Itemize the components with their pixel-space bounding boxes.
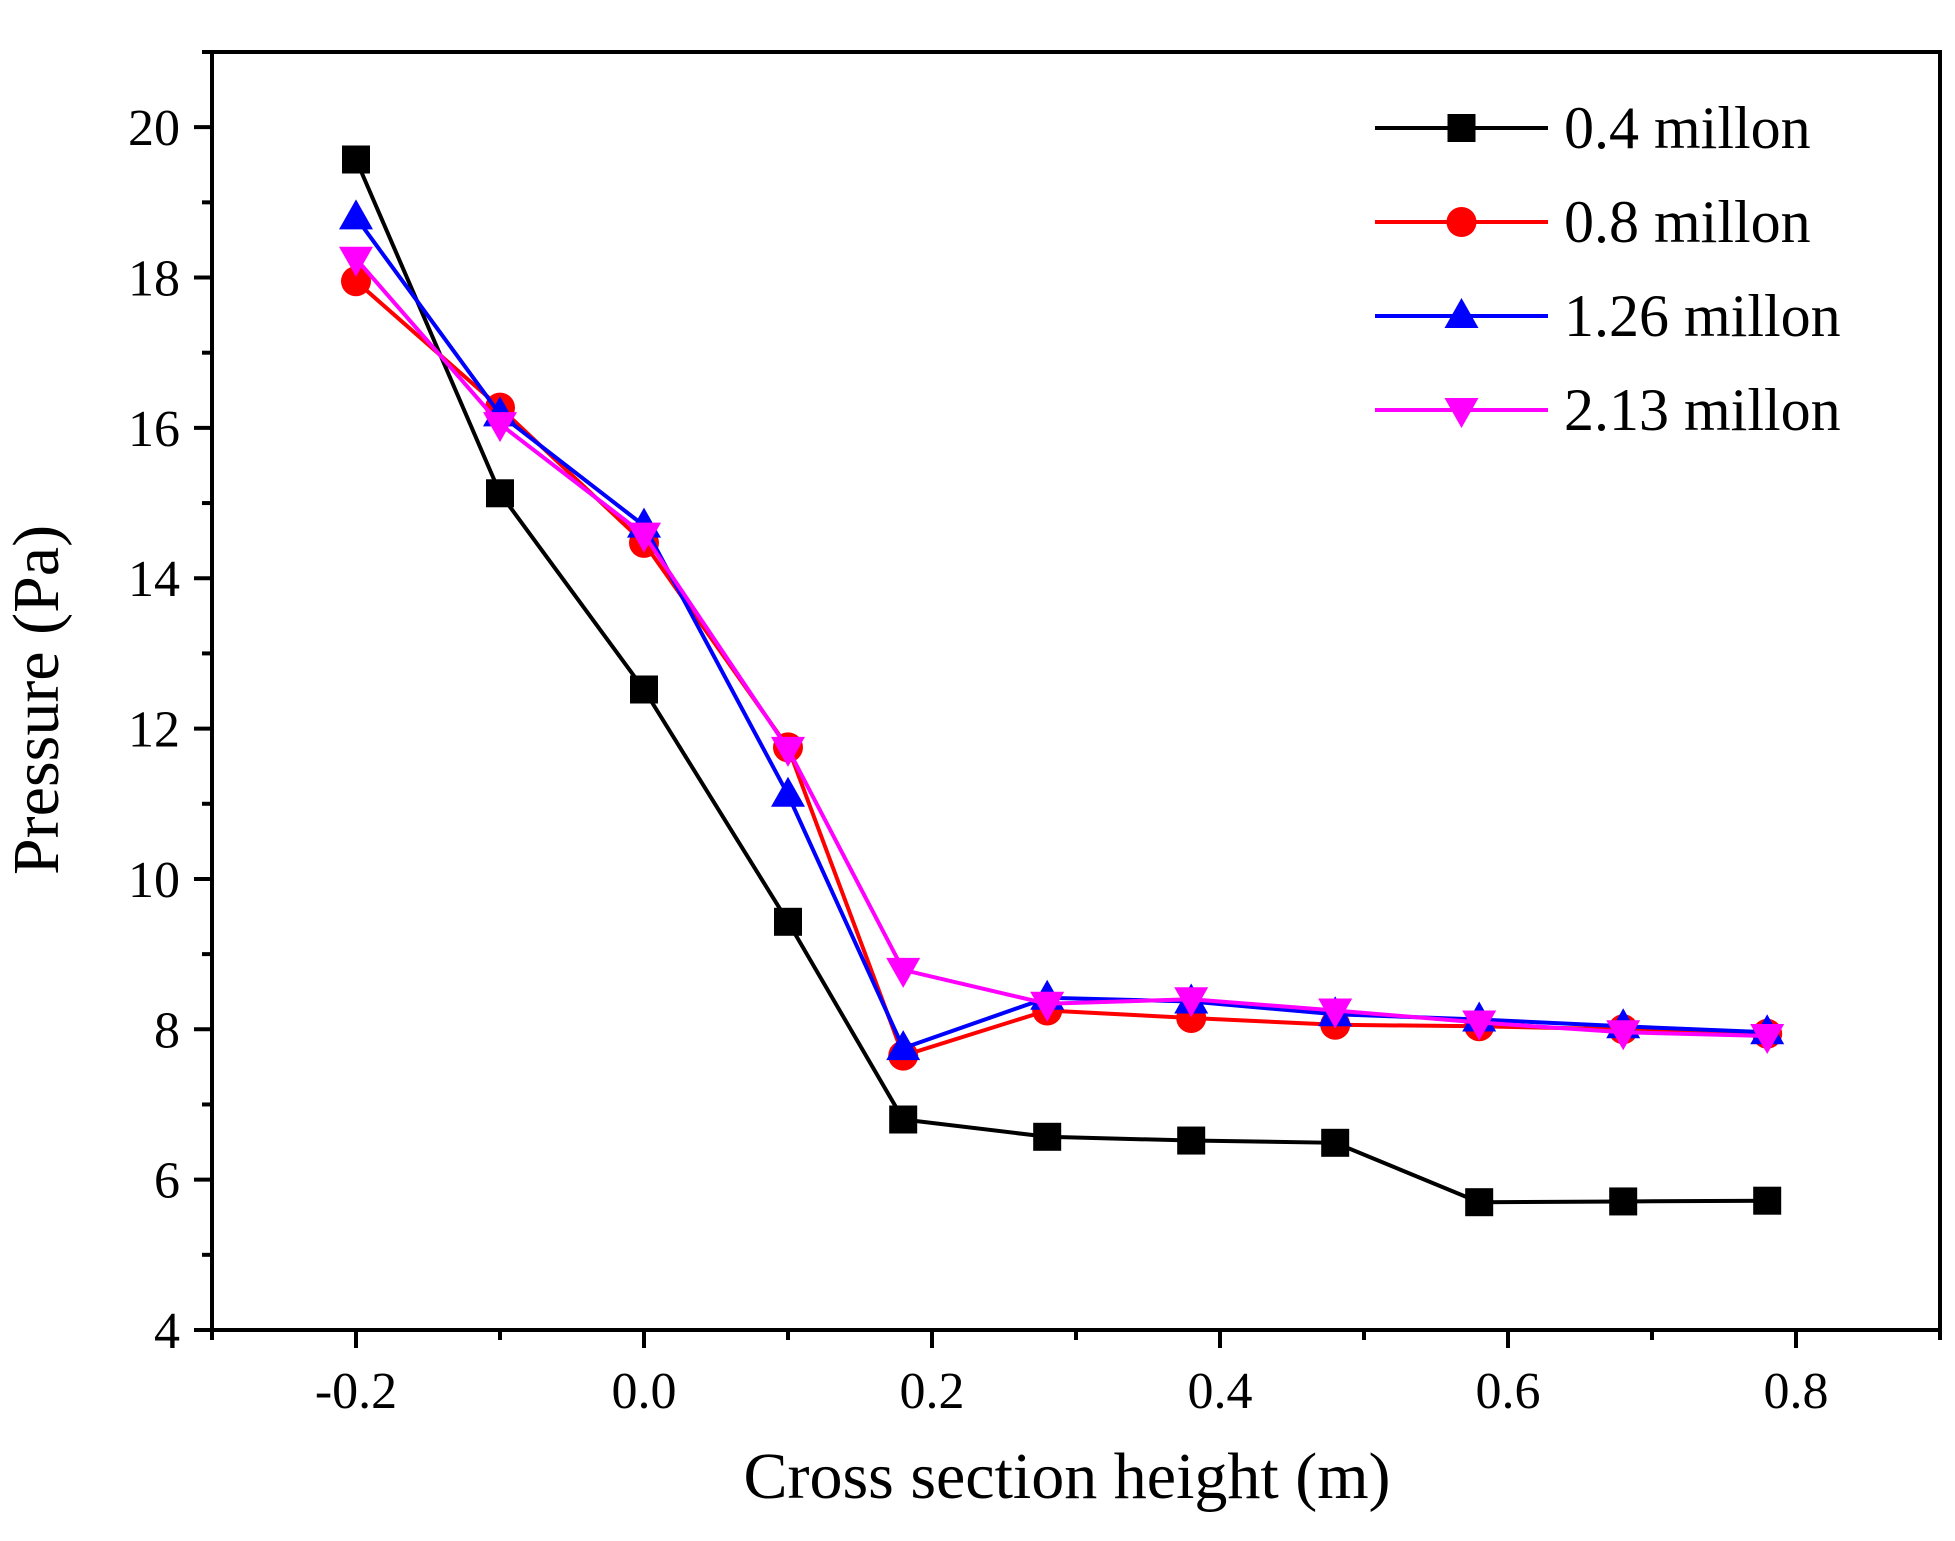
y-tick-label: 20 [128, 100, 180, 157]
data-point [1750, 1024, 1785, 1055]
data-point [771, 736, 805, 767]
y-tick-label: 18 [128, 251, 180, 308]
y-tick-label: 4 [154, 1303, 180, 1360]
data-point [341, 266, 371, 297]
legend-item: 1.26 millon [1375, 283, 1841, 349]
data-point [1318, 998, 1353, 1029]
series-0-4-millon [342, 145, 1782, 1217]
data-point [486, 479, 514, 508]
data-point [627, 522, 661, 553]
data-point [1177, 1126, 1206, 1155]
x-tick-label: 0.4 [1188, 1363, 1253, 1420]
legend-label: 0.8 millon [1564, 189, 1811, 255]
series-line [354, 216, 1768, 1051]
data-point [483, 412, 517, 443]
series-line [354, 158, 1768, 1205]
legend-label: 1.26 millon [1564, 283, 1841, 349]
data-point [339, 246, 373, 277]
data-point [774, 907, 802, 936]
data-point [1030, 991, 1065, 1022]
y-tick-label: 10 [128, 852, 180, 909]
series-line [354, 279, 1768, 1059]
data-point [1465, 1188, 1494, 1217]
series-2-13-millon [339, 246, 1785, 1055]
legend-item: 2.13 millon [1375, 377, 1841, 443]
y-axis-title: Pressure (Pa) [0, 525, 73, 875]
y-tick-label: 12 [128, 702, 180, 759]
legend-item: 0.4 millon [1375, 95, 1811, 161]
data-point [630, 675, 658, 704]
data-point [1606, 1020, 1641, 1051]
data-point [339, 199, 373, 230]
legend-marker [1447, 114, 1476, 142]
x-tick-label: -0.2 [315, 1363, 397, 1420]
legend-item: 0.8 millon [1375, 189, 1811, 255]
data-point [1462, 1010, 1497, 1041]
x-tick-label: 0.0 [612, 1363, 677, 1420]
y-tick-label: 8 [154, 1002, 180, 1059]
data-point [886, 957, 921, 988]
data-point [342, 145, 370, 174]
series-line [354, 257, 1768, 1039]
x-tick-label: 0.8 [1764, 1363, 1829, 1420]
y-tick-label: 14 [128, 551, 180, 608]
legend: 0.4 millon 0.8 millon 1.26 millon 2.13 mill… [1375, 95, 1841, 443]
data-point [1321, 1128, 1350, 1157]
legend-marker [1444, 398, 1479, 428]
y-tick-label: 16 [128, 401, 180, 458]
y-tick-label: 6 [154, 1153, 180, 1210]
series-layer [339, 145, 1785, 1217]
legend-label: 2.13 millon [1564, 377, 1841, 443]
data-point [771, 776, 805, 807]
x-tick-label: 0.6 [1476, 1363, 1541, 1420]
data-point [1609, 1187, 1638, 1216]
x-tick-label: 0.2 [900, 1363, 965, 1420]
x-axis-title: Cross section height (m) [743, 1440, 1390, 1513]
data-point [1033, 1122, 1062, 1151]
data-point [1174, 987, 1209, 1018]
legend-marker [1444, 298, 1479, 328]
legend-marker [1446, 207, 1477, 237]
data-point [1753, 1186, 1782, 1215]
legend-label: 0.4 millon [1564, 95, 1811, 161]
data-point [889, 1105, 918, 1134]
axes-layer: -0.2 0.0 0.2 0.4 0.6 0.8 4 6 8 10 12 14 16 18 20 [128, 50, 1942, 1420]
data-point [886, 1030, 921, 1061]
